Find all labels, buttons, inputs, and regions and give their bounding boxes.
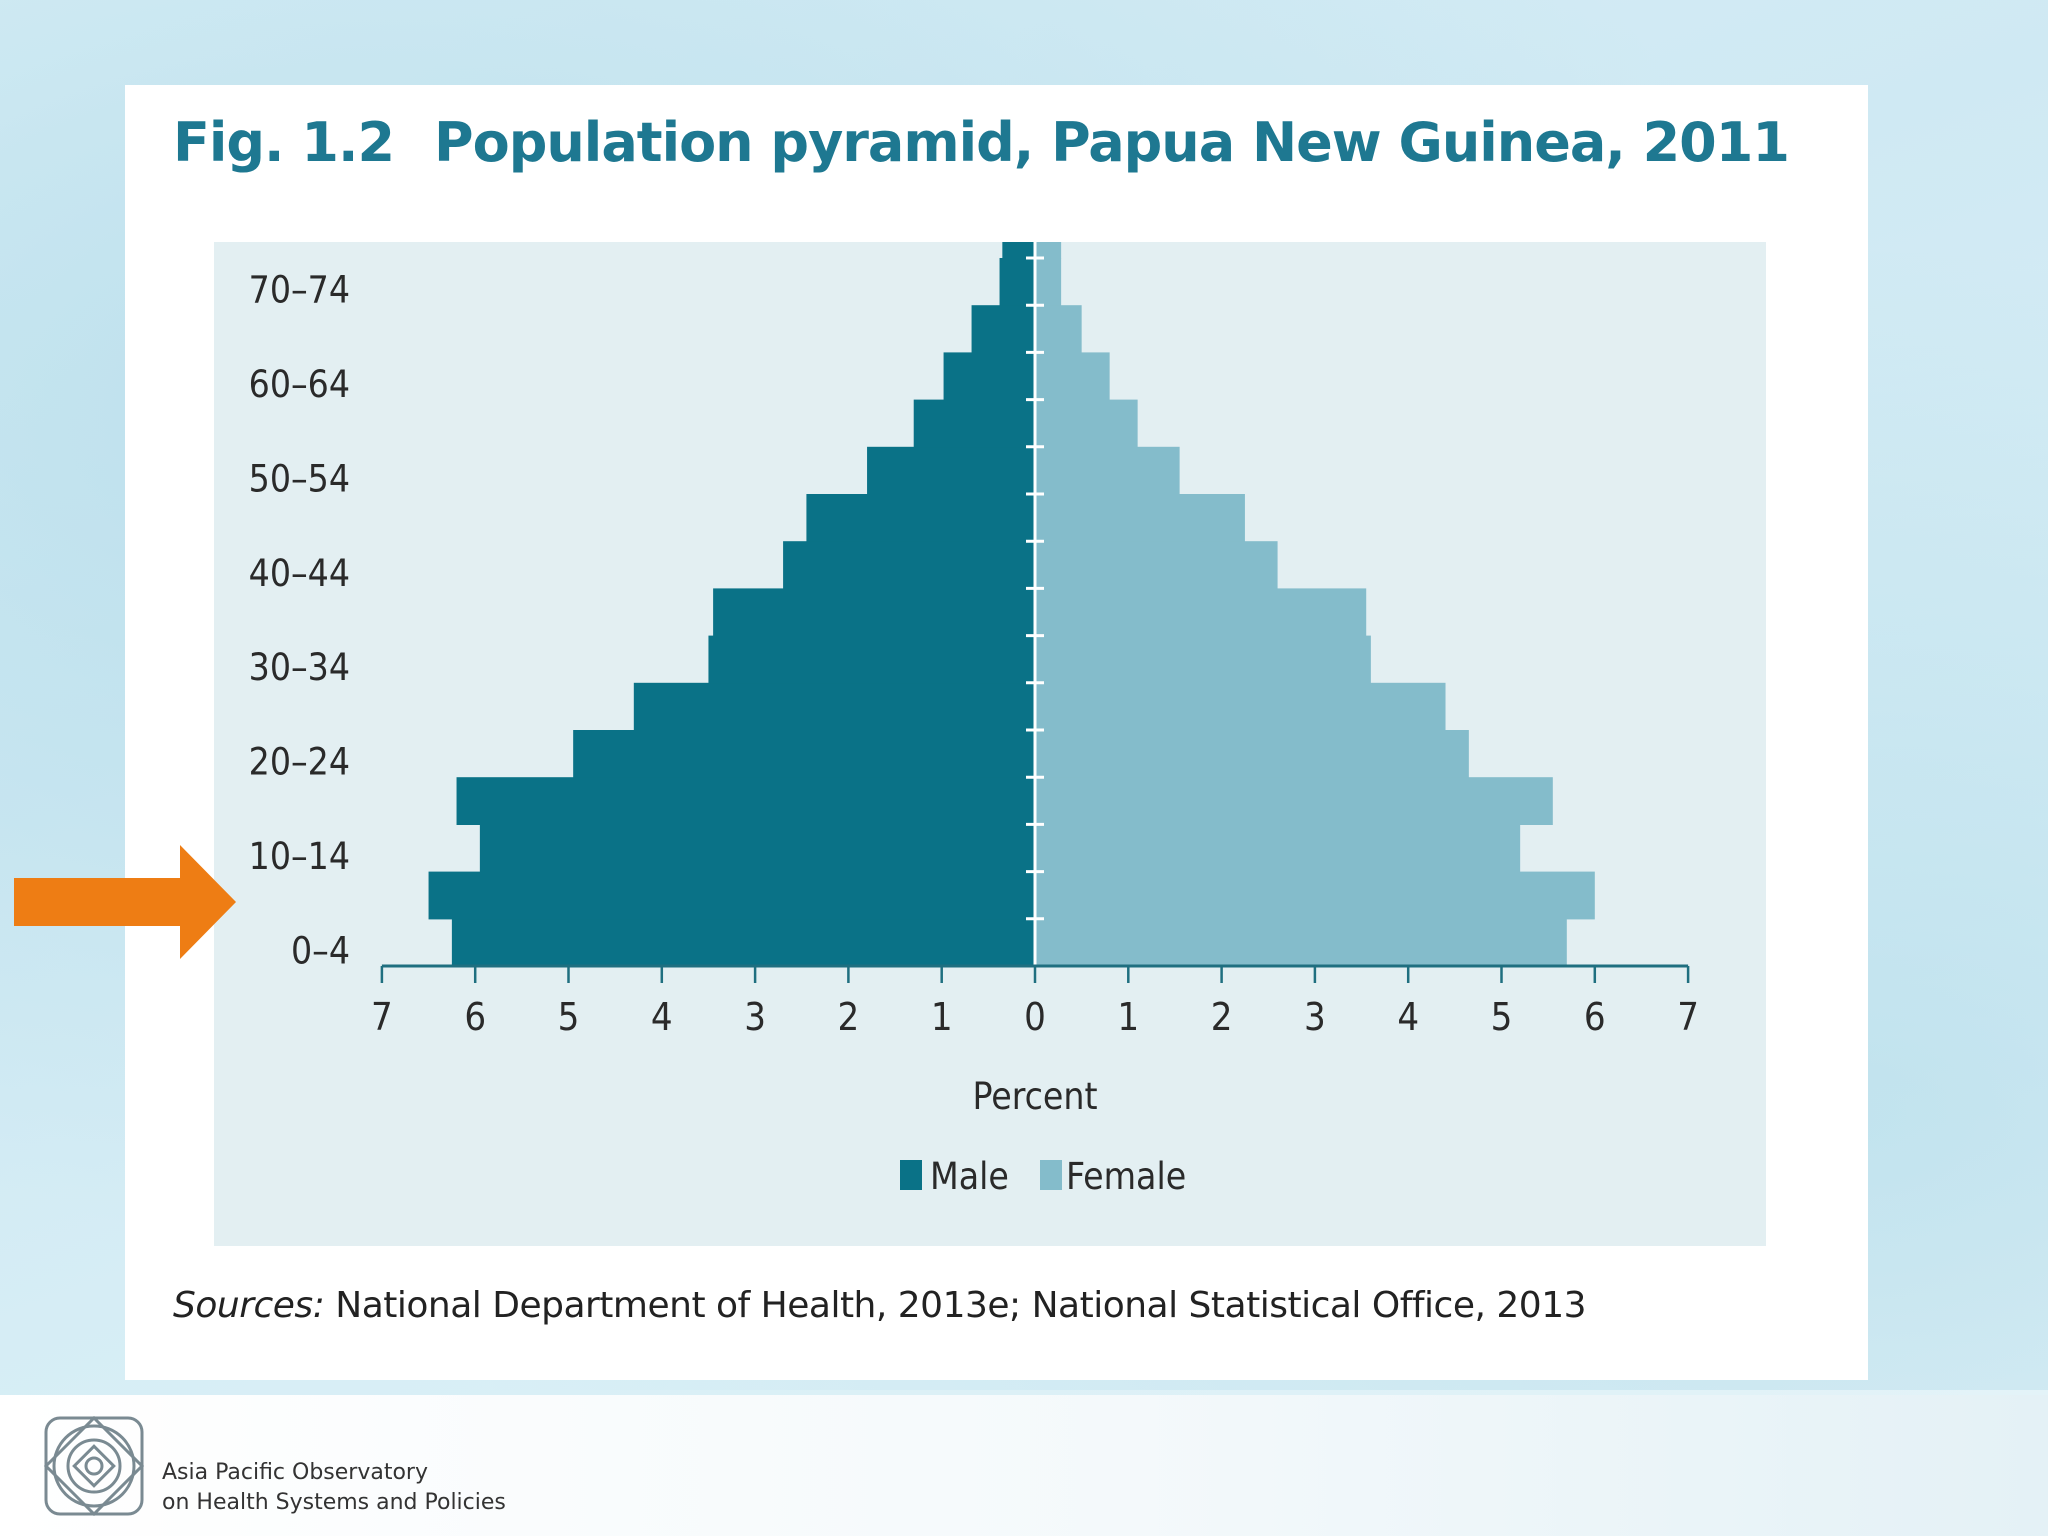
- bar-female-6: [1035, 635, 1371, 684]
- sources-label: Sources:: [173, 1285, 325, 1326]
- bar-female-5: [1035, 682, 1446, 731]
- bar-female-3: [1035, 777, 1553, 825]
- bar-female-10: [1035, 446, 1180, 495]
- bar-male-14: [999, 258, 1035, 306]
- x-tick-label-9: 2: [1211, 995, 1233, 1039]
- observatory-logo-icon: [43, 1415, 145, 1517]
- y-tick-label-4: 40–44: [249, 552, 350, 595]
- bar-male-1: [428, 871, 1035, 920]
- bar-female-1: [1035, 871, 1595, 920]
- y-tick-label-2: 20–24: [249, 741, 350, 784]
- bar-female-9: [1035, 494, 1245, 542]
- y-tick-label-3: 30–34: [249, 646, 350, 689]
- bar-female-12: [1035, 352, 1110, 401]
- bar-female-2: [1035, 824, 1521, 873]
- y-tick-label-1: 10–14: [249, 835, 350, 878]
- legend-male-label: Male: [930, 1155, 1009, 1198]
- organization-line-1: Asia Pacific Observatory: [162, 1460, 428, 1485]
- organization-name: Asia Pacific Observatory on Health Syste…: [162, 1458, 506, 1518]
- bar-female-15: [1035, 242, 1062, 259]
- bar-female-7: [1035, 588, 1367, 637]
- footer-band: [0, 1395, 2048, 1536]
- bar-male-11: [913, 399, 1035, 448]
- x-tick-label-6: 1: [931, 995, 953, 1039]
- bar-female-4: [1035, 730, 1469, 778]
- bar-male-5: [633, 682, 1035, 731]
- x-tick-label-2: 5: [558, 995, 580, 1039]
- population-pyramid-chart: 7 6 5 4 3 2 1 0 1 2 3 4 5 6 7 Percent 0–4 10–14 20–24 30–34…: [249, 242, 1699, 1198]
- x-tick-label-10: 3: [1304, 995, 1326, 1039]
- bar-female-14: [1035, 258, 1062, 306]
- bar-female-0: [1035, 918, 1567, 967]
- x-tick-label-11: 4: [1397, 995, 1419, 1039]
- bar-male-2: [479, 824, 1035, 873]
- y-tick-label-0: 0–4: [291, 929, 350, 972]
- bar-male-10: [867, 446, 1035, 495]
- x-tick-label-1: 6: [464, 995, 486, 1039]
- x-tick-label-8: 1: [1117, 995, 1139, 1039]
- bar-male-12: [943, 352, 1035, 401]
- x-tick-label-12: 5: [1491, 995, 1513, 1039]
- sources-text: National Department of Health, 2013e; Na…: [324, 1285, 1586, 1326]
- legend-female-label: Female: [1066, 1155, 1186, 1198]
- y-tick-label-7: 70–74: [249, 269, 350, 312]
- bar-female-11: [1035, 399, 1138, 448]
- orange-arrow-icon: [14, 845, 236, 959]
- sources-note: Sources: National Department of Health, …: [173, 1285, 1586, 1326]
- figure-title-text: Population pyramid, Papua New Guinea, 20…: [434, 111, 1790, 174]
- figure-number: Fig. 1.2: [173, 111, 395, 174]
- bar-male-7: [713, 588, 1035, 637]
- chart-area: 7 6 5 4 3 2 1 0 1 2 3 4 5 6 7 Percent 0–4 10–14 20–24 30–34…: [214, 242, 1766, 1246]
- bar-male-8: [783, 541, 1035, 589]
- y-tick-label-5: 50–54: [249, 457, 350, 500]
- bar-female-13: [1035, 305, 1082, 353]
- legend-male-swatch: [900, 1160, 922, 1190]
- bar-female-8: [1035, 541, 1278, 589]
- legend-female-swatch: [1040, 1160, 1062, 1190]
- figure-title: Fig. 1.2 Population pyramid, Papua New Gu…: [173, 111, 1790, 174]
- figure-panel: Fig. 1.2 Population pyramid, Papua New Gu…: [125, 85, 1868, 1380]
- bar-male-9: [806, 494, 1035, 542]
- x-tick-label-5: 2: [838, 995, 860, 1039]
- x-tick-label-13: 6: [1584, 995, 1606, 1039]
- y-tick-label-6: 60–64: [249, 363, 350, 406]
- bar-male-15: [1002, 242, 1035, 259]
- bar-male-4: [573, 730, 1035, 778]
- x-tick-label-3: 4: [651, 995, 673, 1039]
- organization-line-2: on Health Systems and Policies: [162, 1490, 506, 1515]
- bar-male-6: [708, 635, 1035, 684]
- x-axis-label: Percent: [972, 1075, 1097, 1118]
- x-tick-label-4: 3: [744, 995, 766, 1039]
- bar-male-13: [971, 305, 1035, 353]
- bar-male-0: [451, 918, 1035, 967]
- x-tick-label-14: 7: [1677, 995, 1699, 1039]
- x-tick-label-7: 0: [1024, 995, 1046, 1039]
- bar-male-3: [456, 777, 1035, 825]
- x-tick-label-0: 7: [371, 995, 393, 1039]
